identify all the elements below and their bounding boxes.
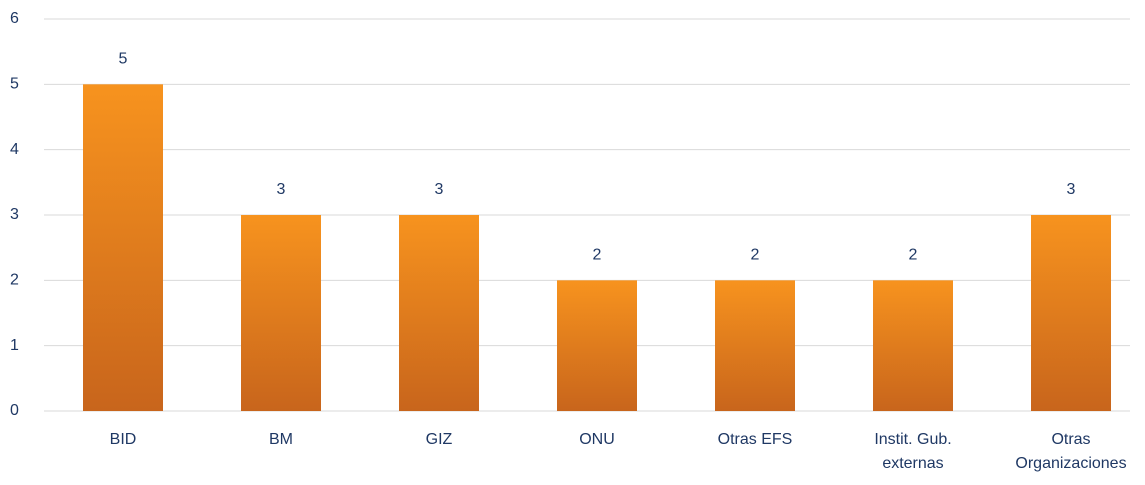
y-tick-label: 3 [10, 206, 19, 223]
x-tick-label: Instit. Gub. externas [874, 431, 952, 472]
data-label: 3 [277, 181, 286, 198]
bar [873, 280, 953, 411]
x-tick-label: GIZ [425, 431, 453, 448]
y-tick-label: 0 [10, 402, 19, 419]
bar [241, 215, 321, 411]
data-label: 2 [751, 247, 760, 264]
data-label: 5 [119, 51, 128, 68]
bar [1031, 215, 1111, 411]
bar [83, 84, 163, 411]
data-label: 3 [435, 181, 444, 198]
bar [715, 280, 795, 411]
bar [399, 215, 479, 411]
y-tick-label: 1 [10, 337, 19, 354]
y-tick-label: 6 [10, 10, 19, 27]
bar [557, 280, 637, 411]
y-tick-label: 2 [10, 272, 19, 289]
data-label: 3 [1067, 181, 1076, 198]
x-tick-label: Otras EFS [717, 431, 793, 448]
data-label: 2 [593, 247, 602, 264]
x-tick-label: Otras Organizaciones [1015, 431, 1127, 472]
x-tick-label: BID [109, 431, 137, 448]
x-tick-label: BM [269, 431, 293, 448]
y-tick-label: 5 [10, 76, 19, 93]
y-tick-label: 4 [10, 141, 19, 158]
x-tick-label: ONU [579, 431, 615, 448]
data-label: 2 [909, 247, 918, 264]
